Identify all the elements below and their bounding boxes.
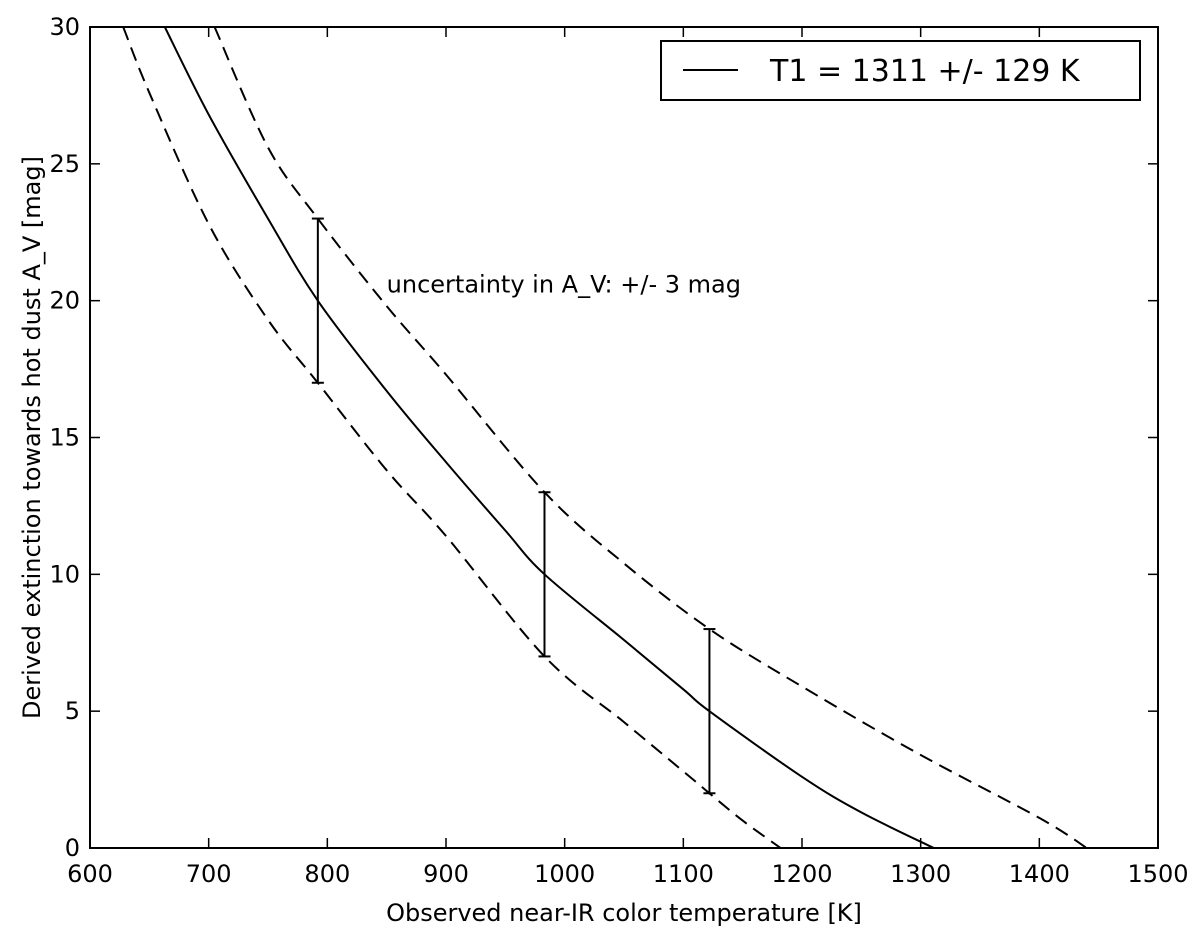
- x-tick-label: 1200: [771, 860, 832, 888]
- legend-box: [660, 40, 1141, 101]
- x-tick-label: 1400: [1009, 860, 1070, 888]
- x-tick-label: 1500: [1127, 860, 1188, 888]
- series-line-dashed-1: [122, 26, 782, 849]
- y-axis-title: Derived extinction towards hot dust A_V …: [18, 156, 46, 719]
- error-bar-2: [538, 491, 551, 658]
- chart-marks: [122, 26, 1088, 849]
- y-tick-label: 20: [49, 287, 80, 315]
- plot-frame: [89, 26, 1159, 849]
- x-tick-label: 1100: [653, 860, 714, 888]
- x-tick-label: 800: [304, 860, 350, 888]
- y-tick-label: 15: [49, 424, 80, 452]
- x-tick-label: 900: [423, 860, 469, 888]
- y-tick-label: 10: [49, 560, 80, 588]
- annotation-uncertainty: uncertainty in A_V: +/- 3 mag: [387, 270, 741, 298]
- x-tick-label: 1000: [534, 860, 595, 888]
- y-tick-label: 25: [49, 150, 80, 178]
- series-line-dashed-2: [213, 26, 1088, 849]
- x-tick-label: 1300: [890, 860, 951, 888]
- y-tick-label: 5: [65, 697, 80, 725]
- tick-labels: 600 700 800 900 1000 1100 1200 1300 1400 1500 0 5 10…: [49, 13, 1188, 888]
- error-bar-3: [703, 628, 716, 795]
- x-tick-label: 700: [186, 860, 232, 888]
- x-axis-title: Observed near-IR color temperature [K]: [386, 899, 862, 927]
- y-tick-label: 30: [49, 13, 80, 41]
- error-bar-1: [311, 217, 324, 384]
- legend: T1 = 1311 +/- 129 K: [660, 40, 1141, 101]
- legend-label: T1 = 1311 +/- 129 K: [769, 54, 1081, 89]
- series-line-main: [163, 26, 935, 849]
- y-tick-label: 0: [65, 834, 80, 862]
- plot-area: [90, 27, 1158, 848]
- x-tick-label: 600: [67, 860, 113, 888]
